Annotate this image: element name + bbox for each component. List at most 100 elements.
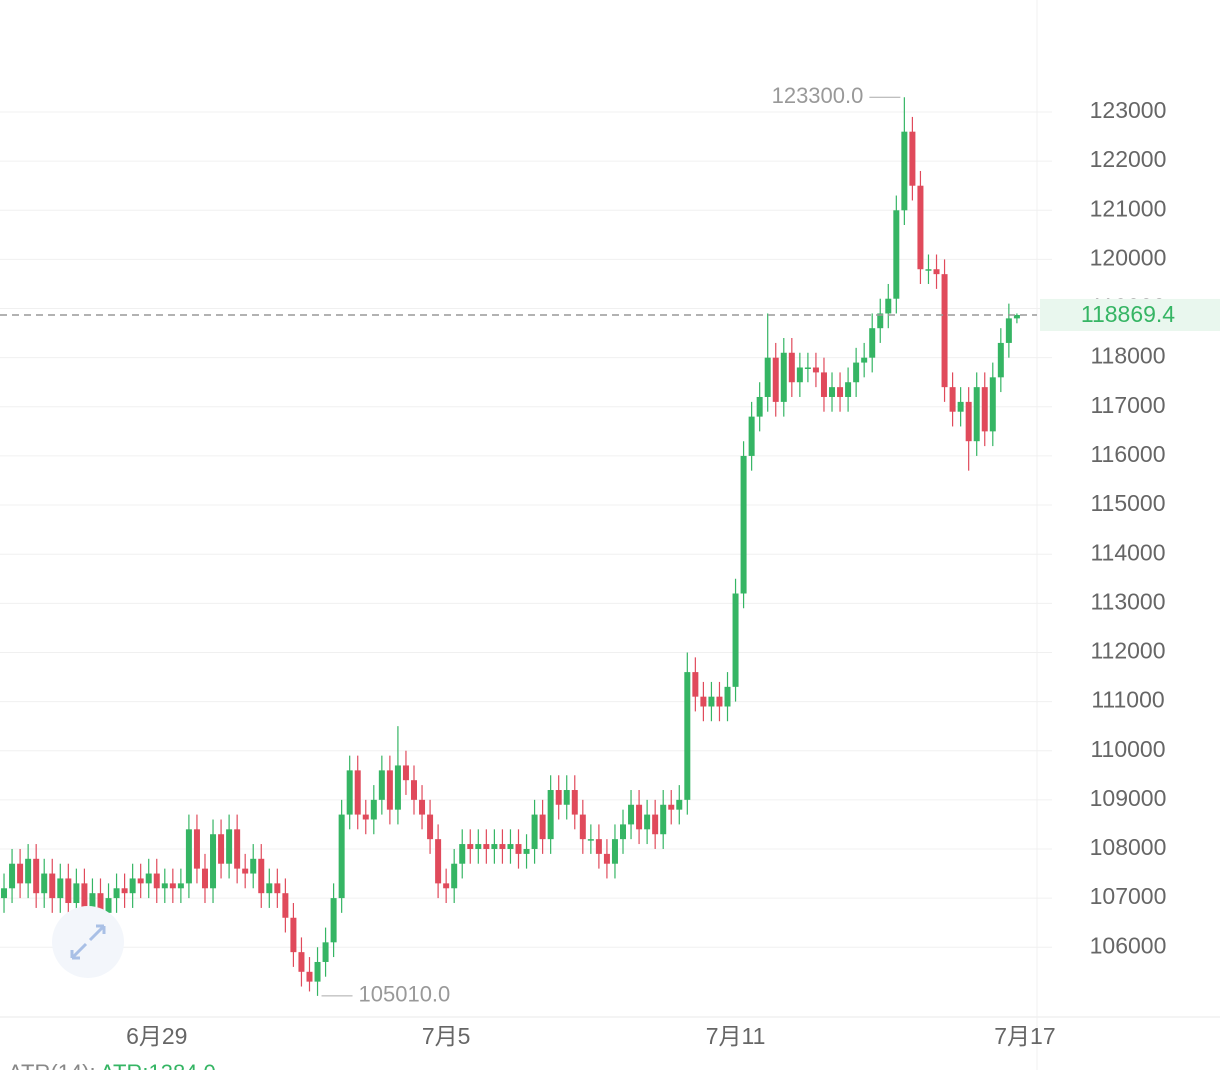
candle-body	[812, 367, 819, 373]
x-tick-label: 7月5	[422, 1023, 471, 1049]
expand-icon-bg	[52, 906, 124, 978]
candle-body	[893, 210, 900, 299]
candle-body	[732, 593, 739, 687]
y-tick-label: 110000	[1090, 736, 1165, 762]
candle-body	[306, 971, 313, 982]
candle-body	[427, 814, 434, 840]
x-tick-label: 7月17	[994, 1023, 1055, 1049]
candle-body	[837, 387, 844, 397]
candle-body	[483, 844, 490, 849]
candle-body	[941, 274, 948, 388]
candle-body	[65, 878, 72, 904]
candle-body	[644, 814, 651, 830]
candle-body	[177, 883, 184, 889]
candle-body	[49, 873, 56, 899]
y-tick-label: 120000	[1090, 244, 1167, 270]
y-tick-label: 111000	[1091, 687, 1164, 713]
candle-body	[700, 696, 707, 707]
candle-body	[652, 814, 659, 835]
candle-body	[419, 799, 426, 815]
candle-body	[274, 883, 281, 894]
candle-body	[660, 804, 667, 835]
candle-body	[145, 873, 152, 884]
candle-body	[579, 814, 586, 840]
candle-body	[515, 844, 522, 854]
candle-body	[113, 888, 120, 899]
candle-body	[443, 883, 450, 889]
candle-body	[869, 328, 876, 358]
candle-body	[555, 790, 562, 805]
candle-body	[218, 834, 225, 864]
candle-body	[853, 362, 860, 383]
candle-body	[394, 765, 401, 810]
candle-body	[724, 686, 731, 707]
candle-body	[668, 804, 675, 810]
y-tick-label: 122000	[1090, 146, 1167, 172]
y-tick-label: 107000	[1090, 883, 1167, 909]
candle-body	[314, 961, 321, 982]
candle-body	[603, 853, 610, 864]
candle-body	[33, 858, 40, 894]
candle-body	[507, 844, 514, 849]
y-tick-label: 109000	[1090, 785, 1167, 811]
candle-body	[185, 829, 192, 884]
candle-body	[692, 672, 699, 697]
candle-body	[338, 814, 345, 899]
candle-body	[756, 396, 763, 417]
candle-body	[611, 839, 618, 864]
candle-body	[877, 313, 884, 329]
x-tick-label: 7月11	[706, 1023, 766, 1049]
candle-body	[780, 352, 787, 402]
candle-body	[563, 790, 570, 805]
candle-body	[242, 868, 249, 874]
candle-body	[290, 917, 297, 953]
candle-body	[949, 387, 956, 412]
candle-body	[346, 770, 353, 815]
candle-body	[89, 893, 96, 908]
candle-body	[97, 893, 104, 913]
candle-body	[901, 131, 908, 211]
candle-body	[989, 377, 996, 432]
candle-body	[226, 829, 233, 864]
candle-body	[764, 357, 771, 397]
candle-body	[917, 185, 924, 270]
candle-body	[965, 401, 972, 442]
candle-body	[17, 863, 24, 884]
candle-body	[957, 401, 964, 412]
candle-body	[587, 839, 594, 841]
candle-body	[57, 878, 64, 899]
y-tick-label: 123000	[1090, 97, 1167, 123]
candle-body	[547, 790, 554, 840]
candle-body	[193, 829, 200, 869]
indicator-name: ATR(14):	[8, 1060, 96, 1070]
candle-body	[25, 858, 32, 884]
candle-body	[925, 269, 932, 271]
candle-body	[845, 382, 852, 397]
y-tick-label: 116000	[1090, 441, 1165, 467]
candle-body	[571, 790, 578, 815]
candle-body	[861, 357, 868, 363]
candle-body	[829, 387, 836, 397]
candle-body	[539, 814, 546, 840]
candle-body	[73, 883, 80, 904]
candle-body	[451, 863, 458, 889]
candle-body	[676, 799, 683, 810]
candle-body	[234, 829, 241, 869]
indicator-value: ATR:1384.0	[100, 1060, 216, 1070]
candle-body	[997, 342, 1004, 378]
expand-icon[interactable]	[52, 906, 124, 978]
candle-body	[933, 269, 940, 275]
y-tick-label: 121000	[1090, 195, 1167, 221]
candle-body	[354, 770, 361, 815]
candle-body	[386, 770, 393, 810]
candle-body	[523, 848, 530, 854]
candle-body	[748, 416, 755, 456]
candle-body	[298, 952, 305, 972]
candle-body	[402, 765, 409, 781]
y-tick-label: 108000	[1090, 834, 1167, 860]
candle-body	[788, 352, 795, 383]
candle-body	[475, 844, 482, 849]
candle-body	[266, 883, 273, 894]
